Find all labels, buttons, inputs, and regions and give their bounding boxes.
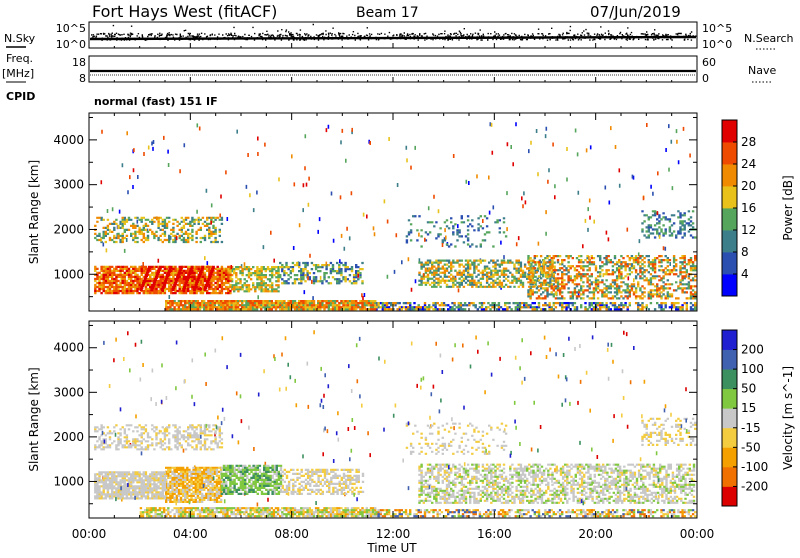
time-tick-label: 12:00 — [376, 527, 411, 541]
power-cbar-label: 4 — [741, 267, 749, 281]
velocity-panel: 1000 2000 3000 4000 Slant Range [km] — [27, 320, 698, 519]
nave-y2tick: 0 — [702, 72, 709, 85]
velocity-cbar-seg — [722, 330, 737, 350]
date-title: 07/Jun/2019 — [590, 3, 681, 21]
power-cbar-label: 16 — [741, 201, 756, 215]
power-cbar-seg — [722, 252, 737, 275]
time-axis: 00:00 04:00 08:00 12:00 16:00 20:00 00:00 — [72, 43, 715, 541]
time-tick-label: 20:00 — [578, 527, 613, 541]
time-tick-label: 04:00 — [173, 527, 208, 541]
velocity-cbar-title: Velocity [m s^-1] — [781, 366, 795, 470]
power-cbar-seg — [722, 164, 737, 187]
power-cbar-seg — [722, 230, 737, 253]
velocity-cbar-seg — [722, 369, 737, 390]
power-cbar-seg — [722, 186, 737, 209]
power-ytick-label: 2000 — [53, 222, 84, 236]
power-cbar-label: 12 — [741, 223, 756, 237]
power-color-5 — [94, 126, 697, 311]
nsky-label: N.Sky — [4, 32, 36, 45]
time-tick-label: 08:00 — [274, 527, 309, 541]
velocity-cbar-seg — [722, 447, 737, 468]
power-ytick-label: 4000 — [53, 133, 84, 147]
power-cbar-label: 28 — [741, 135, 756, 149]
velocity-cbar-seg — [722, 466, 737, 487]
noise-ytick: 10^0 — [56, 38, 86, 51]
noise-panel: 10^5 10^0 10^5 10^0 — [56, 21, 732, 51]
power-ytick-label: 1000 — [53, 267, 84, 281]
noise-y2tick: 10^5 — [702, 22, 732, 35]
velocity-cbar-label: -15 — [741, 421, 761, 435]
power-ylabel: Slant Range [km] — [27, 160, 41, 264]
velocity-cbar-label: -200 — [741, 479, 768, 493]
velocity-ytick-label: 3000 — [53, 385, 84, 399]
power-cbar-label: 20 — [741, 179, 756, 193]
power-color-2 — [96, 129, 695, 311]
station-title: Fort Hays West (fitACF) — [92, 2, 277, 21]
noise-search-series — [89, 35, 697, 41]
velocity-cbar-label: 200 — [741, 343, 764, 357]
power-panel: 1000 2000 3000 4000 Slant Range [km] — [27, 112, 698, 312]
noise-ytick: 10^5 — [56, 22, 86, 35]
freq-unit-label: [MHz] — [2, 67, 34, 80]
velocity-color-5 — [129, 338, 696, 518]
beam-title: Beam 17 — [356, 5, 419, 21]
power-cbar-seg — [722, 120, 737, 143]
power-cbar-title: Power [dB] — [781, 175, 795, 240]
velocity-cbar-frame — [721, 329, 738, 507]
power-cells — [94, 122, 697, 311]
power-ytick-label: 3000 — [53, 178, 84, 192]
nave-y2tick: 60 — [702, 56, 716, 69]
freq-label: Freq. — [6, 52, 33, 65]
power-cbar-seg — [722, 142, 737, 165]
nave-label: Nave — [748, 64, 776, 77]
velocity-cbar-label: -100 — [741, 460, 768, 474]
velocity-cbar-seg — [722, 486, 737, 507]
mode-text: normal (fast) 151 IF — [94, 95, 218, 108]
velocity-cbar-label: 100 — [741, 362, 764, 376]
time-tick-label: 16:00 — [477, 527, 512, 541]
velocity-color-4 — [94, 344, 697, 518]
power-colorbar: 4 8 12 16 20 24 28 Power [dB] — [721, 119, 795, 297]
velocity-cbar-label: 50 — [741, 382, 756, 396]
frequency-panel: 18 8 60 0 — [72, 55, 716, 85]
velocity-ytick-label: 4000 — [53, 341, 84, 355]
velocity-cbar-label: 15 — [741, 401, 756, 415]
noise-y2tick: 10^0 — [702, 38, 732, 51]
velocity-color-2 — [115, 330, 693, 518]
power-cbar-label: 24 — [741, 157, 756, 171]
nsearch-label: N.Search — [744, 32, 794, 45]
freq-ytick: 8 — [79, 72, 86, 85]
noise-sky-series — [91, 23, 697, 41]
time-tick-label: 00:00 — [72, 527, 107, 541]
power-cbar-seg — [722, 208, 737, 231]
velocity-cells — [94, 330, 697, 518]
power-cbar-seg — [722, 274, 737, 297]
xaxis-label: Time UT — [366, 541, 417, 554]
velocity-ylabel: Slant Range [km] — [27, 367, 41, 471]
power-cbar-label: 8 — [741, 245, 749, 259]
power-color-6 — [94, 123, 697, 311]
cpid-label: CPID — [6, 90, 35, 103]
power-color-4 — [94, 122, 697, 311]
velocity-ytick-label: 2000 — [53, 430, 84, 444]
power-color-7 — [94, 128, 659, 301]
velocity-cbar-seg — [722, 408, 737, 429]
velocity-colorbar: -200 -100 -50 -15 15 50 100 200 Velocity [m s^-1… — [721, 329, 795, 507]
velocity-cbar-seg — [722, 349, 737, 370]
velocity-color-3 — [94, 341, 697, 518]
velocity-cbar-seg — [722, 427, 737, 448]
velocity-ytick-label: 1000 — [53, 474, 84, 488]
velocity-cbar-label: -50 — [741, 440, 761, 454]
freq-ytick: 18 — [72, 56, 86, 69]
time-tick-label: 00:00 — [680, 527, 715, 541]
velocity-cbar-seg — [722, 388, 737, 409]
